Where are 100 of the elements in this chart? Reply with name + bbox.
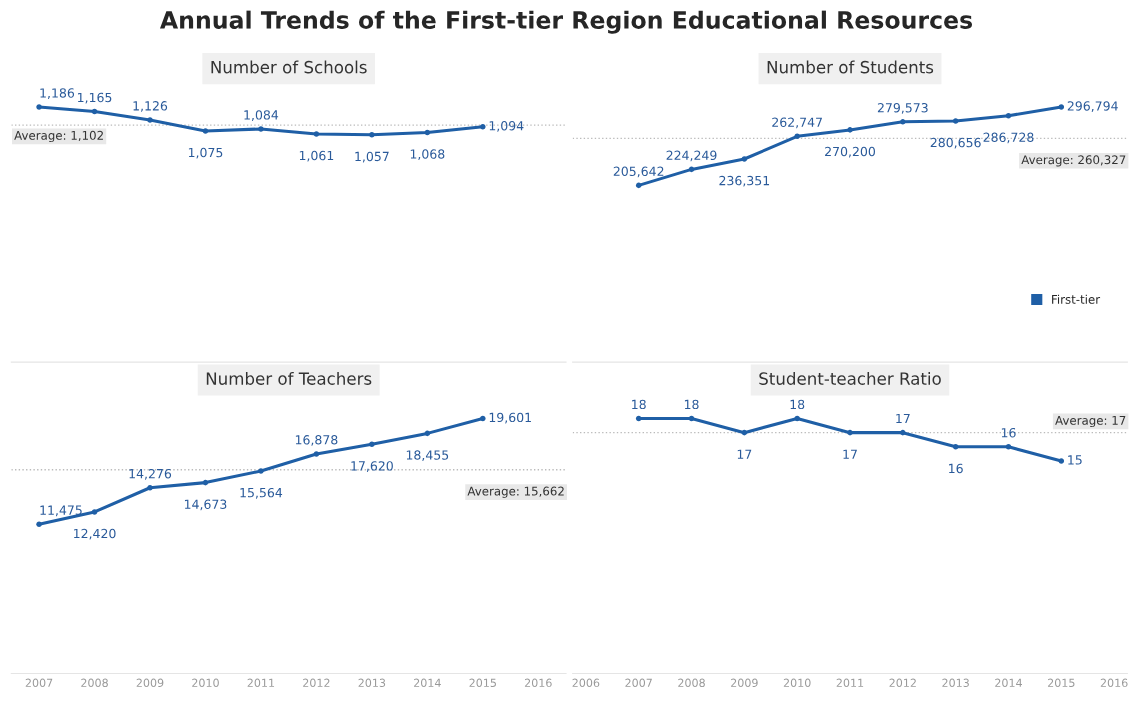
point (794, 415, 800, 422)
data-label: 14,276 (129, 468, 172, 480)
data-label: 12,420 (74, 528, 116, 540)
point (741, 429, 748, 436)
data-label: 17 (737, 449, 752, 459)
point (952, 444, 959, 450)
data-label: 18 (632, 399, 646, 410)
x-tick-label: 2014 (414, 678, 441, 688)
data-label: 17 (843, 449, 857, 459)
data-label: 16,878 (295, 435, 338, 446)
data-label: 19,601 (489, 412, 531, 424)
data-label: 224,249 (666, 150, 717, 162)
point (635, 415, 642, 422)
legend-label: First-tier (1052, 294, 1101, 304)
x-tick-label: 2015 (1047, 678, 1075, 688)
point (847, 429, 853, 436)
data-label: 16 (1001, 428, 1016, 438)
point (900, 119, 906, 125)
point (1005, 444, 1012, 450)
point (36, 521, 42, 527)
ref-line-label: Average: 17 (1055, 416, 1126, 428)
data-label: 236,351 (719, 175, 770, 187)
data-label: 17,620 (351, 461, 393, 472)
point (258, 126, 264, 132)
x-tick-label: 2011 (836, 678, 864, 688)
x-tick-label: 2013 (358, 678, 386, 688)
x-tick-label: 2006 (572, 678, 600, 688)
data-label: 14,673 (184, 499, 227, 511)
ref-line-label: Average: 260,327 (1021, 155, 1126, 167)
point (688, 166, 695, 173)
x-tick-label: 2011 (247, 678, 275, 688)
data-label: 286,728 (983, 132, 1034, 144)
point (847, 127, 853, 133)
data-label: 1,126 (133, 101, 168, 112)
data-label: 280,656 (930, 137, 981, 149)
x-tick-label: 2010 (192, 678, 219, 688)
point (147, 485, 153, 491)
point (202, 128, 209, 134)
x-tick-label: 2012 (889, 678, 916, 688)
x-tick-label: 2008 (81, 678, 108, 688)
data-label: 1,084 (244, 110, 279, 121)
point (635, 182, 642, 189)
data-label: 1,061 (299, 150, 334, 162)
text: Annual Trends of the First-tier Region Educational Resources (159, 10, 973, 34)
data-label: 18 (790, 399, 805, 410)
data-label: 1,165 (78, 92, 112, 104)
x-tick-label: 2009 (136, 678, 164, 688)
x-tick-label: 2008 (678, 678, 705, 688)
point (1058, 458, 1065, 464)
point (480, 415, 486, 422)
point (952, 118, 959, 124)
point (1058, 104, 1065, 110)
data-label: 18,455 (406, 450, 449, 462)
data-label: 1,068 (410, 149, 445, 161)
x-tick-label: 2016 (1100, 678, 1128, 688)
data-label: 18 (684, 399, 699, 410)
point (36, 104, 42, 110)
point (794, 133, 800, 140)
data-label: 17 (896, 413, 910, 424)
ref-line-label: Average: 1,102 (14, 130, 103, 143)
x-tick-label: 2007 (25, 678, 53, 688)
point (91, 509, 98, 515)
data-label: 296,794 (1067, 101, 1118, 112)
data-label: 1,094 (489, 121, 524, 132)
point (424, 430, 431, 437)
data-label: 279,573 (877, 103, 928, 114)
chart-title: Number of Students (767, 60, 934, 74)
point (480, 124, 486, 130)
data-label: 1,075 (188, 147, 223, 159)
data-label: 11,475 (40, 505, 82, 517)
x-tick-label: 2015 (469, 678, 496, 688)
data-label: 270,200 (825, 146, 876, 158)
data-label: 16 (949, 463, 963, 474)
x-tick-label: 2009 (731, 678, 758, 688)
data-label: 1,057 (355, 151, 389, 163)
point (202, 479, 209, 486)
x-tick-label: 2010 (783, 678, 811, 688)
x-tick-label: 2013 (942, 678, 969, 688)
point (147, 117, 153, 123)
data-label: 262,747 (772, 117, 822, 129)
x-tick-label: 2014 (995, 678, 1022, 688)
chart-title: Number of Teachers (206, 371, 372, 385)
ref-line-label: Average: 15,662 (467, 486, 564, 498)
data-label: 205,642 (613, 166, 664, 178)
point (313, 131, 320, 137)
point (741, 156, 748, 162)
x-tick-label: 2016 (524, 678, 552, 688)
data-label: 15 (1068, 455, 1082, 465)
point (369, 441, 375, 448)
point (258, 468, 264, 474)
data-label: 1,186 (40, 88, 75, 99)
chart-title: Number of Schools (211, 60, 367, 74)
x-tick-label: 2012 (303, 678, 330, 688)
point (369, 132, 375, 138)
chart-title: Student-teacher Ratio (759, 371, 941, 385)
point (424, 129, 431, 136)
data-label: 15,564 (240, 487, 283, 499)
point (900, 429, 906, 436)
x-tick-label: 2007 (625, 678, 652, 688)
point (1005, 112, 1012, 119)
